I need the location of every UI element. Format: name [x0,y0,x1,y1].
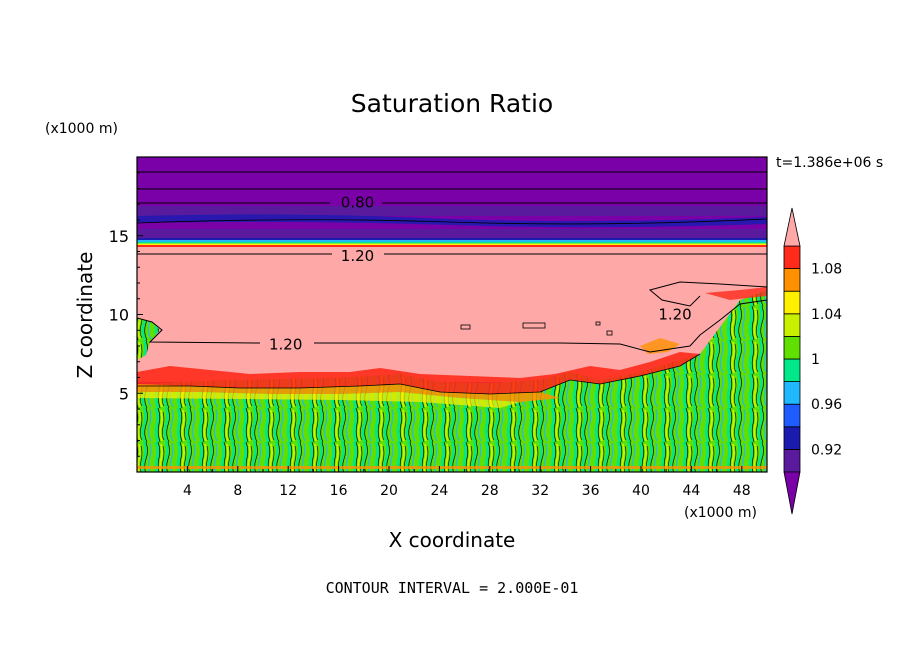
saturation-fringe [137,352,700,394]
x-tick-label: 20 [380,483,398,499]
x-tick-label: 4 [183,483,192,499]
colorbar-swatch [783,403,801,428]
contour-islet [522,322,546,329]
contour-label: 1.20 [658,306,691,324]
x-axis-label: X coordinate [389,528,516,552]
y-tick-label: 10 [109,306,129,325]
contour-labels: 0.80 1.20 1.20 1.20 [269,194,692,354]
contour-islet [595,321,601,326]
inversion-band [137,240,767,242]
contour-line [137,218,767,225]
inversion-band [137,242,767,244]
contour-label: 1.20 [341,247,374,265]
x-unit-label: (x1000 m) [684,505,757,521]
contour-label: 1.20 [269,335,302,353]
x-tick-label: 16 [330,483,348,499]
contour-islet [460,324,471,330]
x-tick-label: 24 [430,483,448,499]
boundary-layer-left [137,318,160,360]
colorbar-swatch [783,426,801,450]
colorbar-swatch [783,358,801,383]
colorbar-tick-label: 1.08 [811,262,842,278]
saturation-fringe-orange [137,384,560,402]
colorbar-swatch [783,448,801,473]
contour-line-bl-top [137,353,701,395]
colorbar: 0.92 0.96 1 1.04 1.08 [783,207,842,515]
chart-title: Saturation Ratio [351,89,553,118]
colorbar-tick-label: 0.92 [811,442,842,458]
contour-islet [606,330,613,336]
colorbar-swatch [783,381,801,405]
colorbar-swatch [783,268,801,292]
colorbar-swatch [783,335,801,360]
contour-interval-note: CONTOUR INTERVAL = 2.000E-01 [326,579,579,597]
colorbar-over-arrow [783,207,801,247]
time-label: t=1.386e+06 s [776,155,883,171]
contour-line-120-lower [137,299,767,353]
x-tick-label: 44 [682,483,700,499]
saturation-fringe-yellow [137,392,520,408]
y-axis-label: Z coordinate [73,252,97,379]
x-tick-label: 32 [531,483,549,499]
colorbar-swatch [783,290,801,315]
inversion-band [137,245,767,247]
colorbar-tick-label: 1 [811,352,820,368]
x-tick-label: 40 [632,483,650,499]
x-tick-label: 36 [582,483,600,499]
contour-line-120-right [648,281,767,307]
dry-band [137,229,767,238]
dry-band [137,206,767,216]
y-axis: 5 10 15 [109,172,143,457]
colorbar-swatch [783,313,801,337]
x-tick-label: 8 [233,483,242,499]
x-tick-label: 28 [481,483,499,499]
y-tick-label: 15 [109,227,129,246]
colorbar-under-arrow [783,471,801,515]
colorbar-tick-label: 1.04 [811,307,842,323]
y-tick-label: 5 [119,384,129,403]
x-tick-label: 48 [733,483,751,499]
x-axis: 4 8 12 16 20 24 28 32 36 40 44 48 [161,466,751,499]
colorbar-tick-label: 0.96 [811,397,842,413]
boundary-layer [137,290,767,472]
cloud-blob [705,287,767,300]
contour-label: 0.80 [341,194,374,212]
surface-fringe [137,466,767,469]
y-unit-label: (x1000 m) [45,121,118,137]
contour-field [137,157,767,472]
inversion-band [137,243,767,245]
colorbar-swatch [783,245,801,270]
inversion-band [137,238,767,240]
cloud-blob [640,338,680,354]
x-tick-label: 12 [279,483,297,499]
